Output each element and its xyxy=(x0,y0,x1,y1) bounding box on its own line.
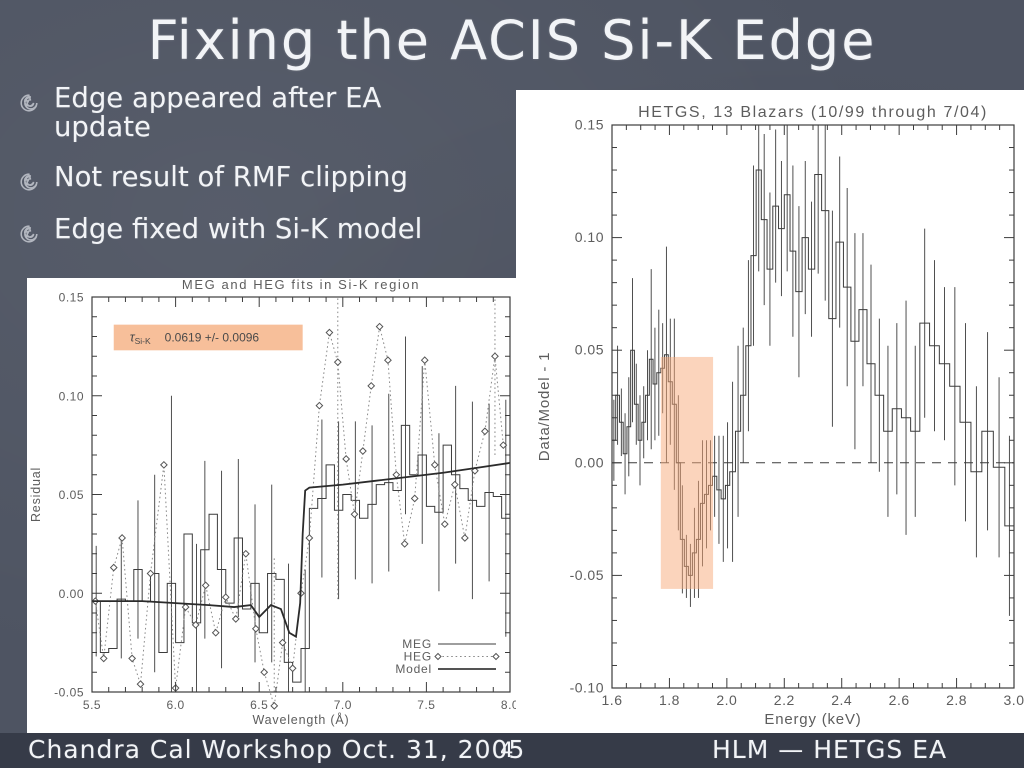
footer-author-credit: HLM — HETGS EA xyxy=(712,735,948,764)
svg-text:Wavelength (Å): Wavelength (Å) xyxy=(253,712,350,727)
svg-text:6.0: 6.0 xyxy=(167,698,185,712)
svg-text:1.6: 1.6 xyxy=(602,692,623,708)
spiral-bullet-icon xyxy=(18,171,40,193)
svg-text:7.0: 7.0 xyxy=(334,698,352,712)
footer-bar: Chandra Cal Workshop Oct. 31, 2005 4 HLM… xyxy=(0,733,1024,768)
bullet-text: Edge fixed with Si-K model xyxy=(54,213,423,246)
footer-page-number: 4 xyxy=(500,738,514,762)
svg-text:0.05: 0.05 xyxy=(59,488,84,502)
svg-text:8.0: 8.0 xyxy=(501,698,516,712)
svg-text:MEG and HEG fits in Si-K regio: MEG and HEG fits in Si-K region xyxy=(182,278,420,292)
svg-text:Residual: Residual xyxy=(29,467,43,522)
svg-text:0.15: 0.15 xyxy=(59,291,84,305)
page-title: Fixing the ACIS Si-K Edge xyxy=(147,9,877,72)
svg-text:3.0: 3.0 xyxy=(1004,692,1024,708)
svg-text:-0.05: -0.05 xyxy=(54,686,84,700)
svg-text:0.10: 0.10 xyxy=(575,229,604,245)
svg-text:0.10: 0.10 xyxy=(59,389,84,403)
footer-workshop-credit: Chandra Cal Workshop Oct. 31, 2005 xyxy=(28,735,526,764)
svg-text:-0.05: -0.05 xyxy=(570,567,604,583)
bullet-text: Not result of RMF clipping xyxy=(54,161,408,194)
svg-text:5.5: 5.5 xyxy=(83,698,101,712)
hetgs-blazars-plot: 1.6 1.8 2.0 2.2 2.4 2.6 2.8 3.0 -0.10 -0.05 0.00 0.… xyxy=(536,104,1024,728)
svg-text:Model: Model xyxy=(395,662,432,676)
svg-text:Data/Model - 1: Data/Model - 1 xyxy=(536,352,553,462)
svg-text:2.6: 2.6 xyxy=(889,692,910,708)
hetgs-blazars-panel: 1.6 1.8 2.0 2.2 2.4 2.6 2.8 3.0 -0.10 -0.05 0.00 0.… xyxy=(516,90,1024,733)
bullet-item: Not result of RMF clipping xyxy=(14,163,514,193)
bullet-item: Edge fixed with Si-K model xyxy=(14,215,514,245)
spiral-bullet-icon xyxy=(18,223,40,245)
svg-text:HEG: HEG xyxy=(404,650,432,664)
svg-text:HETGS, 13 Blazars (10/99 throu: HETGS, 13 Blazars (10/99 through 7/04) xyxy=(638,104,988,121)
svg-text:7.5: 7.5 xyxy=(417,698,435,712)
svg-text:τSi-K0.0619 +/- 0.0096: τSi-K 0.0619 +/- 0.0096 xyxy=(130,330,260,347)
svg-text:0.00: 0.00 xyxy=(59,587,84,601)
svg-text:0.15: 0.15 xyxy=(575,117,604,133)
svg-text:2.4: 2.4 xyxy=(831,692,852,708)
svg-text:0.05: 0.05 xyxy=(575,342,604,358)
svg-text:1.8: 1.8 xyxy=(659,692,680,708)
svg-text:-0.10: -0.10 xyxy=(570,680,604,696)
bullet-list: Edge appeared after EA update Not result… xyxy=(14,84,514,267)
meg-heg-fit-plot: 5.5 6.0 6.5 7.0 7.5 8.0 -0.05 0.00 0.05 0.10 0.15 M… xyxy=(29,278,516,727)
bullet-item: Edge appeared after EA update xyxy=(14,84,514,141)
svg-text:2.2: 2.2 xyxy=(774,692,795,708)
svg-text:0.00: 0.00 xyxy=(575,454,604,470)
svg-text:6.5: 6.5 xyxy=(250,698,268,712)
bullet-text: Edge appeared after EA update xyxy=(54,82,382,143)
svg-text:2.8: 2.8 xyxy=(946,692,967,708)
svg-text:MEG: MEG xyxy=(402,637,432,651)
svg-text:2.0: 2.0 xyxy=(716,692,737,708)
spiral-bullet-icon xyxy=(18,92,40,114)
svg-text:Energy (keV): Energy (keV) xyxy=(764,711,861,728)
meg-heg-fit-panel: 5.5 6.0 6.5 7.0 7.5 8.0 -0.05 0.00 0.05 0.10 0.15 M… xyxy=(27,278,516,733)
